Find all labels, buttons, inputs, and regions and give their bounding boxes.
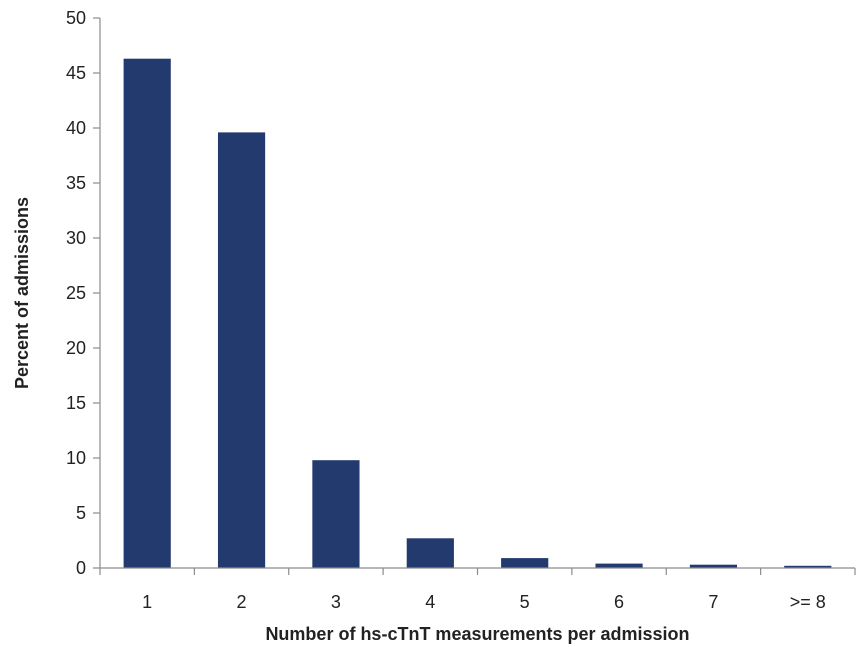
x-axis-title: Number of hs-cTnT measurements per admis… [265,624,689,644]
y-tick-label: 40 [66,118,86,138]
y-axis-title: Percent of admissions [12,197,32,389]
y-tick-label: 10 [66,448,86,468]
bar [312,460,360,568]
x-tick-label: 5 [520,592,530,612]
bar [123,58,171,568]
x-axis-ticks: 1 2 3 4 5 6 7 >= 8 [99,568,856,612]
bar [217,132,266,568]
y-tick-label: 5 [76,503,86,523]
plot-area [123,58,832,568]
y-tick-label: 45 [66,63,86,83]
x-tick-label: >= 8 [790,592,826,612]
x-tick-label: 2 [237,592,247,612]
y-tick-label: 15 [66,393,86,413]
y-tick-label: 25 [66,283,86,303]
y-tick-label: 20 [66,338,86,358]
y-tick-label: 30 [66,228,86,248]
bar [595,563,643,568]
x-tick-label: 3 [331,592,341,612]
bar [689,564,738,568]
y-tick-label: 0 [76,558,86,578]
x-tick-label: 1 [142,592,152,612]
x-tick-label: 6 [614,592,624,612]
x-tick-label: 4 [425,592,435,612]
x-tick-label: 7 [708,592,718,612]
bar [406,538,454,568]
y-tick-label: 35 [66,173,86,193]
bar [501,558,549,568]
bar [784,565,832,568]
y-tick-label: 50 [66,8,86,28]
y-axis-ticks: 0 5 10 15 20 25 30 35 40 45 50 [66,8,100,578]
